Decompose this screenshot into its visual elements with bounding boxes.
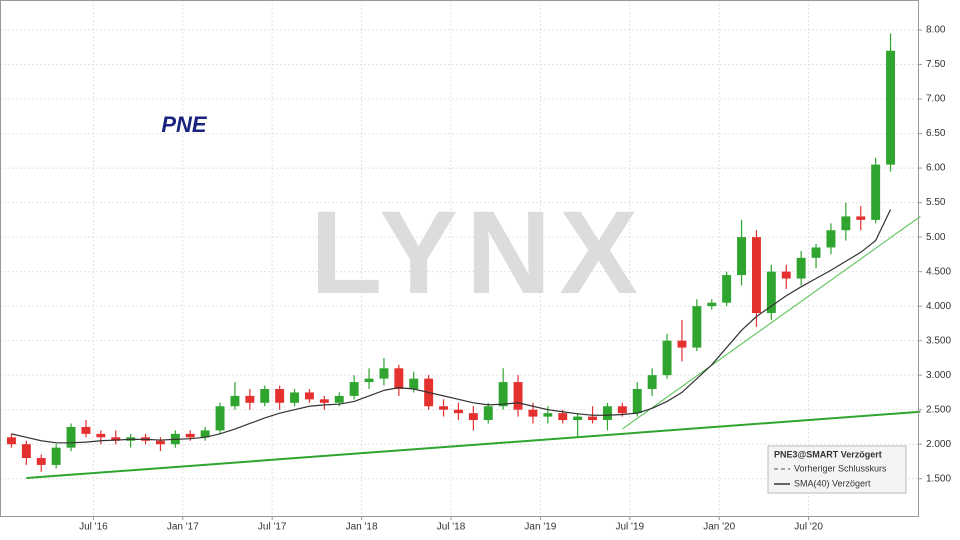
marks bbox=[6, 33, 921, 480]
candle-body bbox=[856, 216, 866, 220]
candle-body bbox=[185, 433, 195, 438]
candle-body bbox=[722, 275, 732, 303]
x-tick-label: Jan '17 bbox=[167, 522, 199, 533]
candle-body bbox=[6, 437, 16, 445]
y-tick-label: 1.500 bbox=[926, 473, 951, 484]
candle-body bbox=[200, 430, 210, 438]
legend: PNE3@SMART Verzögert Vorheriger Schlussk… bbox=[767, 445, 907, 494]
y-tick-label: 2.000 bbox=[926, 439, 951, 450]
candle-body bbox=[647, 375, 657, 389]
x-tick-label: Jul '18 bbox=[437, 522, 466, 533]
y-tick-label: 7.00 bbox=[926, 94, 946, 105]
x-tick-label: Jan '19 bbox=[524, 522, 556, 533]
candle-body bbox=[841, 216, 851, 231]
candle-body bbox=[334, 395, 344, 403]
candle-body bbox=[766, 271, 776, 314]
y-tick-label: 4.000 bbox=[926, 301, 951, 312]
candle-body bbox=[498, 382, 508, 407]
x-tick-label: Jul '16 bbox=[79, 522, 108, 533]
candle-body bbox=[796, 257, 806, 279]
candle-body bbox=[737, 237, 747, 276]
candle-body bbox=[632, 388, 642, 414]
candle-body bbox=[453, 409, 463, 414]
x-tick-label: Jan '20 bbox=[703, 522, 735, 533]
y-tick-label: 8.00 bbox=[926, 25, 946, 36]
candle-body bbox=[558, 413, 568, 421]
y-tick-label: 5.00 bbox=[926, 232, 946, 243]
trend-line bbox=[622, 216, 921, 430]
candle-body bbox=[886, 50, 896, 165]
candle-body bbox=[379, 368, 389, 379]
candle-body bbox=[319, 399, 329, 403]
candle-body bbox=[364, 378, 374, 383]
trend-line bbox=[26, 410, 921, 480]
y-tick-label: 2.500 bbox=[926, 404, 951, 415]
candle-body bbox=[588, 416, 598, 421]
candle-body bbox=[21, 444, 31, 459]
candle-body bbox=[96, 433, 106, 438]
chart-title: PNE bbox=[161, 112, 208, 137]
legend-label: SMA(40) Verzögert bbox=[794, 478, 871, 488]
y-tick-label: 7.50 bbox=[926, 59, 946, 70]
x-tick-label: Jul '19 bbox=[616, 522, 645, 533]
candle-body bbox=[230, 395, 240, 407]
candle-body bbox=[528, 409, 538, 417]
candle-body bbox=[483, 406, 493, 421]
legend-title: PNE3@SMART Verzögert bbox=[774, 449, 882, 459]
candle-body bbox=[155, 440, 165, 445]
candle-body bbox=[811, 247, 821, 258]
candle-body bbox=[304, 392, 314, 400]
candle-body bbox=[781, 271, 791, 279]
candle-body bbox=[513, 382, 523, 410]
candle-body bbox=[66, 426, 76, 448]
plot-frame bbox=[0, 0, 919, 517]
candle-body bbox=[290, 392, 300, 403]
y-tick-label: 5.50 bbox=[926, 197, 946, 208]
candle-body bbox=[826, 230, 836, 248]
y-tick-label: 3.500 bbox=[926, 335, 951, 346]
candle-body bbox=[439, 406, 449, 410]
candle-body bbox=[677, 340, 687, 348]
candle-body bbox=[275, 388, 285, 403]
x-tick-label: Jan '18 bbox=[346, 522, 378, 533]
watermark: LYNX bbox=[310, 187, 646, 319]
candle-body bbox=[394, 368, 404, 389]
candle-body bbox=[707, 302, 717, 307]
candle-body bbox=[409, 378, 419, 389]
legend-box bbox=[767, 445, 907, 494]
legend-label: Vorheriger Schlusskurs bbox=[794, 463, 887, 473]
candle-body bbox=[662, 340, 672, 376]
grid: 1.500 2.000 2.500 3.000 3.500 4.000 4.500 5.00 5… bbox=[0, 0, 951, 533]
candle-body bbox=[692, 306, 702, 348]
candle-body bbox=[349, 382, 359, 396]
candle-body bbox=[751, 237, 761, 314]
y-tick-label: 4.500 bbox=[926, 266, 951, 277]
y-tick-label: 3.000 bbox=[926, 370, 951, 381]
x-tick-label: Jul '20 bbox=[794, 522, 823, 533]
candle-body bbox=[81, 426, 91, 434]
candle-body bbox=[51, 447, 61, 465]
candle-body bbox=[617, 406, 627, 414]
sma-line bbox=[11, 209, 892, 444]
candle-body bbox=[543, 413, 553, 417]
candle-body bbox=[215, 406, 225, 431]
candle-body bbox=[871, 164, 881, 220]
candle-body bbox=[260, 388, 270, 403]
candle-body bbox=[245, 395, 255, 403]
x-tick-label: Jul '17 bbox=[258, 522, 287, 533]
candle-body bbox=[111, 437, 121, 441]
candle-body bbox=[573, 416, 583, 421]
candle-body bbox=[36, 458, 46, 465]
candle-body bbox=[468, 413, 478, 421]
y-tick-label: 6.50 bbox=[926, 128, 946, 139]
y-tick-label: 6.00 bbox=[926, 163, 946, 174]
candle-body bbox=[602, 406, 612, 421]
